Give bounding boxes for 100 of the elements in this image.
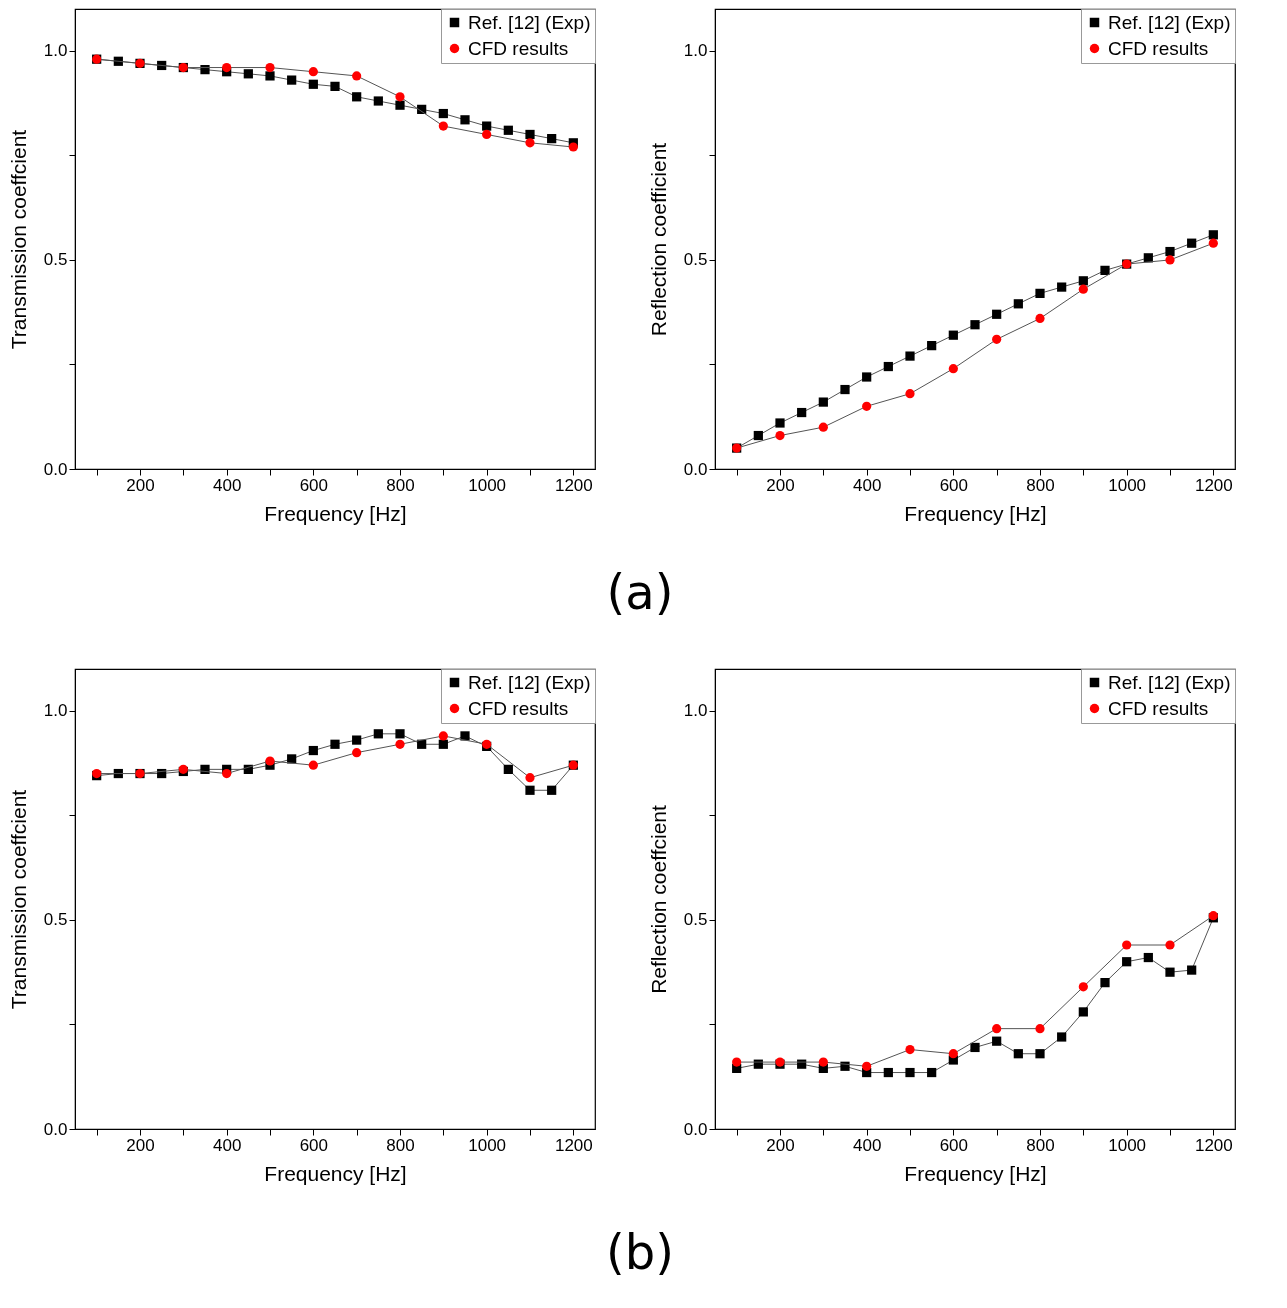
point [460,115,470,125]
point [308,760,318,770]
point [862,1061,872,1071]
legend-label: CFD results [468,697,569,719]
y-tick-label: 0.5 [683,250,708,270]
y-axis-title: Transmission coeffcient [6,789,30,1010]
point [287,75,297,85]
point [883,361,893,372]
y-axis-title: Reflection coeffcient [646,804,670,994]
point [1078,284,1088,294]
x-tick-label: 400 [212,475,242,495]
y-tick-label: 0.5 [683,910,708,930]
point [395,729,405,739]
point [818,422,828,432]
point [1035,313,1045,324]
point [1013,1049,1023,1059]
legend-label: Ref. [12] (Exp) [468,671,591,693]
legend-label: Ref. [12] (Exp) [468,11,591,33]
y-tick-label: 1.0 [43,701,68,721]
point [1078,1007,1088,1017]
y-tick-label: 0.0 [683,1119,708,1139]
point [753,430,763,441]
point [265,71,275,81]
point [547,785,557,795]
point [1078,276,1088,286]
x-tick-label: 600 [939,1135,969,1155]
point [503,764,513,774]
point [503,125,513,135]
x-tick-label: 600 [939,475,969,495]
point [1057,1032,1067,1042]
point [352,92,362,102]
y-tick-label: 1.0 [683,701,708,721]
point [373,729,383,739]
x-tick-label: 200 [766,1135,795,1155]
point [1057,282,1067,292]
x-tick-label: 200 [126,1135,155,1155]
point [818,1057,828,1067]
point [948,1049,958,1059]
point [395,739,405,749]
y-axis-title: Transmission coeffcient [6,129,30,350]
point [395,100,405,110]
x-tick-label: 1000 [468,475,507,495]
point [265,62,275,73]
legend-label: CFD results [1108,37,1209,59]
point [732,1057,742,1067]
y-tick-label: 0.0 [43,459,68,479]
x-tick-label: 600 [299,475,329,495]
point [525,138,535,148]
point [1165,255,1175,265]
point [905,1044,915,1055]
point [1100,978,1110,988]
point [568,142,578,152]
point [1165,940,1175,950]
x-tick-label: 400 [852,1135,882,1155]
point [1122,940,1132,950]
text: (a) [605,563,675,622]
y-tick-label: 1.0 [683,41,708,61]
point [775,430,785,441]
y-tick-label: 0.0 [683,459,708,479]
point [265,756,275,766]
y-tick-label: 0.5 [43,250,68,270]
x-tick-label: 1200 [1194,475,1233,495]
point [1208,238,1218,248]
point [862,401,872,411]
point [352,735,362,745]
point [948,364,958,374]
point [1165,967,1175,977]
point [547,134,557,144]
point [352,71,362,81]
point [905,389,915,399]
point [970,1042,980,1053]
x-axis-title: Frequency [Hz] [904,1161,1047,1185]
x-tick-label: 800 [1026,1135,1055,1155]
point [222,768,232,779]
point [1035,1049,1045,1059]
point [1208,230,1218,240]
x-tick-label: 800 [386,475,415,495]
point [948,330,958,340]
text: (b) [605,1223,675,1282]
point [438,739,448,749]
point [525,785,535,795]
point [438,731,448,741]
x-tick-label: 1200 [554,1135,593,1155]
point [1078,982,1088,992]
point [927,341,937,351]
point [438,108,448,119]
point [927,1067,937,1078]
point [775,418,785,428]
point [352,748,362,758]
x-tick-label: 600 [299,1135,329,1155]
point [905,351,915,361]
point [1187,965,1197,975]
legend-label: CFD results [468,37,569,59]
x-tick-label: 400 [212,1135,242,1155]
x-tick-label: 1000 [1108,1135,1147,1155]
point [308,745,318,756]
x-tick-label: 800 [1026,475,1055,495]
point [243,69,253,79]
y-tick-label: 0.5 [43,910,68,930]
point [1165,246,1175,257]
